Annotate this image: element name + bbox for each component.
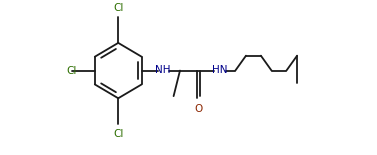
Text: HN: HN (212, 64, 228, 75)
Text: O: O (194, 104, 202, 114)
Text: Cl: Cl (113, 3, 123, 13)
Text: NH: NH (155, 64, 171, 75)
Text: Cl: Cl (66, 66, 77, 76)
Text: Cl: Cl (113, 129, 123, 139)
